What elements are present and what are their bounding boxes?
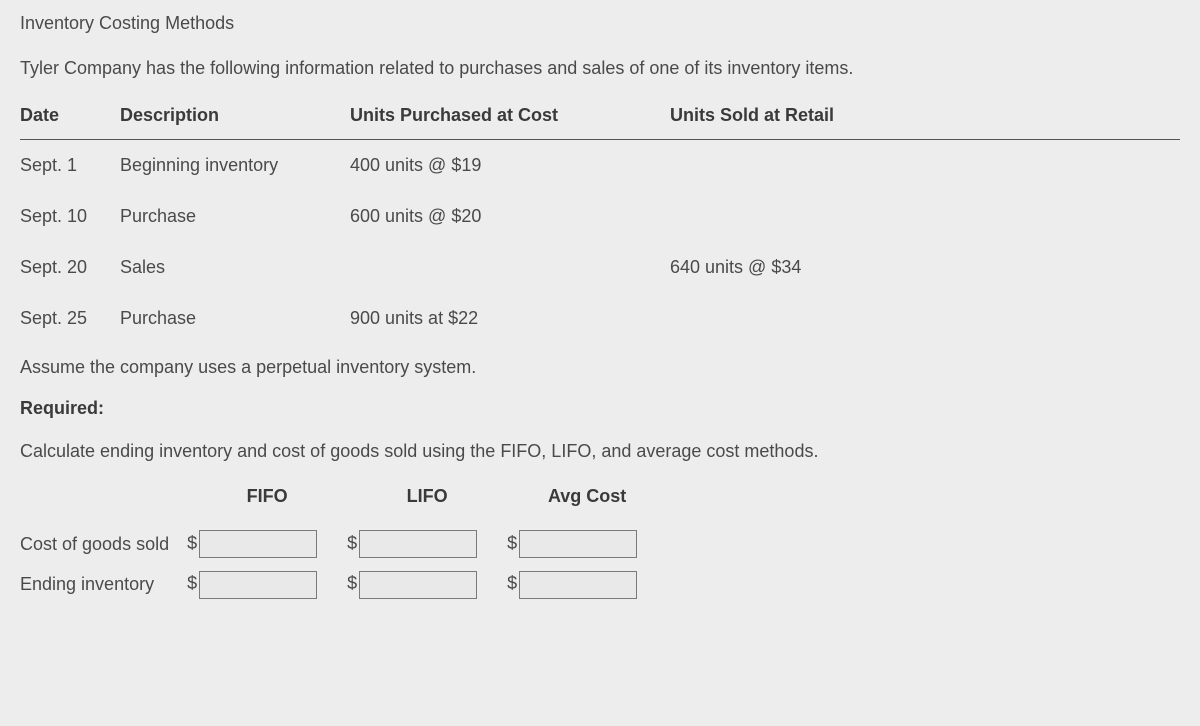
table-row: Sept. 20 Sales 640 units @ $34 [20,242,1180,293]
col-sold: Units Sold at Retail [670,94,1180,140]
cell-purchased: 900 units at $22 [350,293,670,344]
cogs-fifo-input[interactable] [199,530,317,558]
cell-purchased: 400 units @ $19 [350,140,670,192]
cogs-avg-input[interactable] [519,530,637,558]
required-text: Calculate ending inventory and cost of g… [20,438,1180,465]
table-row: Sept. 1 Beginning inventory 400 units @ … [20,140,1180,192]
inventory-table: Date Description Units Purchased at Cost… [20,94,1180,344]
cell-date: Sept. 25 [20,293,120,344]
required-label: Required: [20,395,1180,422]
cell-description: Purchase [120,293,350,344]
col-fifo: FIFO [187,483,347,524]
row-ending-label: Ending inventory [20,564,187,604]
cell-date: Sept. 20 [20,242,120,293]
currency-symbol: $ [347,570,357,597]
currency-symbol: $ [507,530,517,557]
cell-sold: 640 units @ $34 [670,242,1180,293]
currency-symbol: $ [347,530,357,557]
col-description: Description [120,94,350,140]
cell-purchased: 600 units @ $20 [350,191,670,242]
col-avg: Avg Cost [507,483,667,524]
cell-description: Sales [120,242,350,293]
col-lifo: LIFO [347,483,507,524]
cell-date: Sept. 10 [20,191,120,242]
ending-fifo-input[interactable] [199,571,317,599]
currency-symbol: $ [187,570,197,597]
col-date: Date [20,94,120,140]
ending-lifo-input[interactable] [359,571,477,599]
assumption-text: Assume the company uses a perpetual inve… [20,354,1180,381]
currency-symbol: $ [187,530,197,557]
col-purchased: Units Purchased at Cost [350,94,670,140]
table-row: Sept. 25 Purchase 900 units at $22 [20,293,1180,344]
cell-date: Sept. 1 [20,140,120,192]
cell-sold [670,191,1180,242]
cogs-lifo-input[interactable] [359,530,477,558]
cell-sold [670,293,1180,344]
ending-avg-input[interactable] [519,571,637,599]
cell-description: Purchase [120,191,350,242]
currency-symbol: $ [507,570,517,597]
answer-table: FIFO LIFO Avg Cost Cost of goods sold $ … [20,483,667,605]
cell-description: Beginning inventory [120,140,350,192]
cell-sold [670,140,1180,192]
row-cogs-label: Cost of goods sold [20,524,187,564]
table-row: Sept. 10 Purchase 600 units @ $20 [20,191,1180,242]
page-title: Inventory Costing Methods [20,10,1180,37]
intro-text: Tyler Company has the following informat… [20,55,1180,82]
cell-purchased [350,242,670,293]
